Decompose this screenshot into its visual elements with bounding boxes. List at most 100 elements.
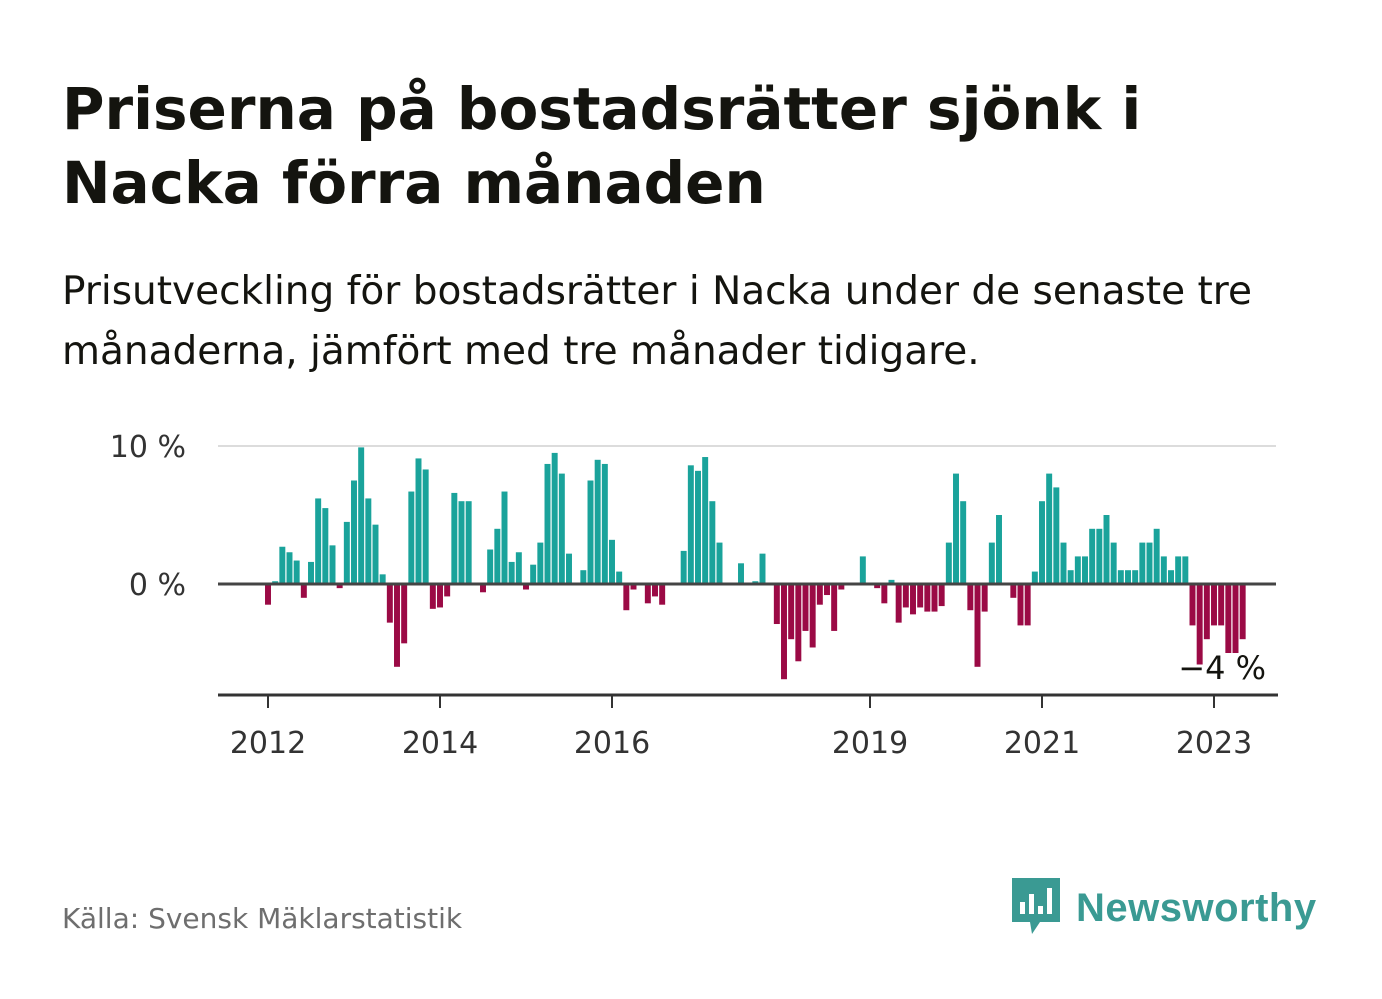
bar [437,584,443,608]
bar [781,584,787,680]
bar [981,584,988,612]
brand-name: Newsworthy [1076,885,1317,930]
bar [1010,584,1017,598]
bar [709,501,716,584]
bar [594,459,601,584]
x-tick-label: 2012 [230,726,306,761]
bar [372,524,379,584]
bar [1239,584,1246,640]
bar [795,584,802,662]
x-tick-label: 2023 [1176,726,1252,761]
bar [1089,528,1096,584]
bar [1232,584,1239,653]
bar [480,584,486,593]
bar [544,463,551,584]
bar [609,539,615,584]
bar [458,501,465,584]
bar [343,521,350,584]
bar [738,563,744,584]
bar [1175,556,1182,584]
bar [931,584,938,612]
bar [1053,487,1060,584]
bar [824,584,830,596]
axes [218,582,1278,708]
bar [1139,542,1146,584]
bar [494,528,501,584]
y-tick-label: 10 % [110,430,186,465]
bar [831,584,838,631]
bar [286,552,293,584]
bar [329,545,336,584]
bar [809,584,816,648]
bar [902,584,909,608]
bar [910,584,916,615]
bar [293,560,300,584]
bar [523,584,529,590]
bar [444,584,451,597]
bar [566,553,572,584]
bar [967,584,974,611]
newsworthy-chart-bubble-icon [1010,876,1062,940]
bar [895,584,902,623]
bar [773,584,780,625]
bar [265,584,271,605]
bar-series [265,447,1246,680]
bar [501,491,508,584]
bar [1074,556,1081,584]
bar [996,515,1002,584]
bar [358,447,365,584]
bar [1031,571,1038,584]
last-value-annotation: −4 % [1178,649,1266,687]
bar [945,542,952,584]
bar [530,564,537,584]
bar [874,584,881,589]
bar [953,473,959,584]
bar [838,584,845,590]
bar [308,561,314,584]
axis-labels: 10 % 0 % 2012 2014 2016 2019 2021 2023 −4 % [110,430,1269,761]
bar [587,480,594,584]
bar [881,584,888,604]
bar [537,542,544,584]
bar [451,492,458,584]
bar [1117,570,1124,584]
bar [695,470,701,584]
bar [379,574,386,584]
source-note: Källa: Svensk Mäklarstatistik [62,902,463,935]
bar [322,508,329,584]
bar [788,584,795,640]
bar [1196,584,1203,667]
bar [659,584,666,605]
x-tick-label: 2021 [1004,726,1080,761]
bar [702,457,709,584]
bar [924,584,931,612]
bar [465,501,472,584]
bar [687,465,694,584]
bar [1096,528,1103,584]
bar [315,498,322,584]
x-tick-label: 2014 [402,726,478,761]
brand-logo: Newsworthy [1010,876,1317,940]
bar [336,584,343,589]
y-tick-label: 0 % [129,568,186,603]
chart-subtitle: Prisutveckling för bostadsrätter i Nacka… [62,269,1252,374]
bar [917,584,924,608]
bar [1060,542,1067,584]
bar [601,463,608,584]
bar [401,584,408,644]
bar [351,480,357,584]
bar [1203,584,1210,640]
x-tick-label: 2016 [574,726,650,761]
bar [623,584,630,611]
x-tick-label: 2019 [832,726,908,761]
bar [1153,528,1160,584]
bar [1218,584,1225,626]
bar [816,584,823,605]
bar [652,584,658,597]
bar [938,584,945,607]
bar [415,458,422,584]
bar [1182,556,1189,584]
bar [1211,584,1217,626]
bar [1046,473,1053,584]
bar [1189,584,1196,626]
